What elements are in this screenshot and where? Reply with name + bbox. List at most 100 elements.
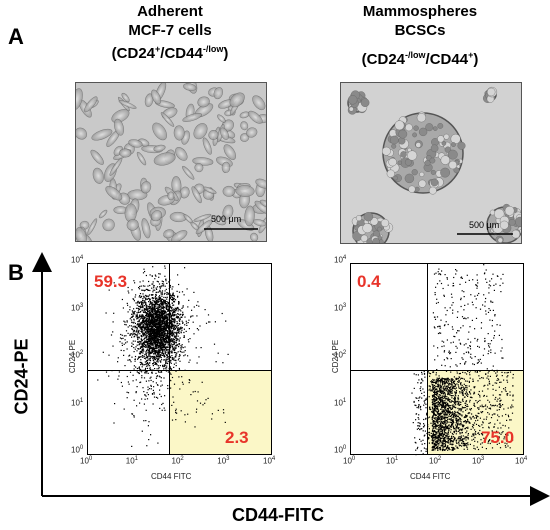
event-dot <box>132 380 134 382</box>
event-dot <box>152 299 154 301</box>
event-dot <box>121 334 123 336</box>
event-dot <box>180 331 182 333</box>
event-dot <box>438 436 440 438</box>
cell <box>98 209 108 219</box>
cell <box>118 100 137 109</box>
event-dot <box>160 309 162 311</box>
event-dot <box>176 412 178 414</box>
event-dot <box>438 436 440 438</box>
event-dot <box>160 326 162 328</box>
event-dot <box>173 318 175 320</box>
cell <box>182 112 203 123</box>
event-dot <box>161 349 164 351</box>
event-dot <box>151 275 153 277</box>
event-dot <box>445 388 447 390</box>
event-dot <box>435 443 437 446</box>
event-dot <box>465 409 467 411</box>
event-dot <box>431 418 433 420</box>
event-dot <box>144 326 146 329</box>
event-dot <box>149 339 151 341</box>
event-dot <box>163 330 165 332</box>
event-dot <box>144 394 146 396</box>
event-dot <box>490 404 492 406</box>
event-dot <box>138 366 140 368</box>
event-dot <box>160 317 162 319</box>
event-dot <box>151 371 153 373</box>
event-dot <box>510 407 512 409</box>
event-dot <box>142 289 144 291</box>
cell <box>248 110 263 124</box>
event-dot <box>457 437 460 439</box>
event-dot <box>165 307 167 309</box>
event-dot <box>146 327 148 329</box>
event-dot <box>435 434 437 436</box>
event-dot <box>441 437 443 439</box>
event-dot <box>130 316 132 319</box>
event-dot <box>140 347 142 349</box>
event-dot <box>155 351 157 353</box>
event-dot <box>467 433 469 435</box>
event-dot <box>447 449 449 451</box>
event-dot <box>437 398 439 400</box>
event-dot <box>152 389 154 391</box>
event-dot <box>173 401 175 403</box>
event-dot <box>151 297 154 299</box>
event-dot <box>178 332 180 334</box>
event-dot <box>168 326 170 328</box>
sphere-cell <box>437 135 445 143</box>
event-dot <box>168 309 170 311</box>
event-dot <box>138 344 140 346</box>
event-dot <box>467 426 469 428</box>
event-dot <box>152 341 154 343</box>
event-dot <box>157 384 159 386</box>
event-dot <box>122 337 124 339</box>
event-dot <box>177 317 179 319</box>
event-dot <box>159 286 161 288</box>
event-dot <box>172 294 174 296</box>
event-dot <box>431 416 434 418</box>
event-dot <box>147 365 149 367</box>
event-dot <box>153 315 155 317</box>
event-dot <box>153 348 156 350</box>
event-dot <box>141 336 143 338</box>
event-dot <box>146 355 148 358</box>
event-dot <box>157 313 159 315</box>
event-dot <box>164 352 166 354</box>
event-dot <box>158 326 160 328</box>
event-dot <box>440 385 442 387</box>
event-dot <box>192 391 194 393</box>
event-dot <box>163 321 165 323</box>
event-dot <box>167 385 169 387</box>
event-dot <box>441 377 443 379</box>
event-dot <box>150 343 152 345</box>
event-dot <box>437 422 439 424</box>
event-dot <box>163 347 165 349</box>
event-dot <box>440 417 442 419</box>
event-dot <box>173 349 175 351</box>
event-dot <box>173 347 175 349</box>
event-dot <box>160 336 162 338</box>
event-dot <box>438 442 440 445</box>
event-dot <box>146 349 148 351</box>
event-dot <box>150 294 152 296</box>
event-dot <box>148 340 150 342</box>
event-dot <box>442 446 444 448</box>
event-dot <box>447 380 449 382</box>
event-dot <box>176 345 178 347</box>
event-dot <box>148 326 150 328</box>
event-dot <box>148 318 150 320</box>
event-dot <box>442 400 444 402</box>
event-dot <box>166 308 168 310</box>
event-dot <box>457 400 459 402</box>
event-dot <box>481 406 483 408</box>
event-dot <box>150 333 152 335</box>
event-dot <box>157 307 159 310</box>
event-dot <box>180 328 182 330</box>
event-dot <box>438 437 440 439</box>
event-dot <box>174 310 176 312</box>
event-dot <box>160 332 162 334</box>
event-dot <box>213 343 216 345</box>
event-dot <box>186 324 188 326</box>
event-dot <box>458 404 460 406</box>
event-dot <box>171 334 173 336</box>
